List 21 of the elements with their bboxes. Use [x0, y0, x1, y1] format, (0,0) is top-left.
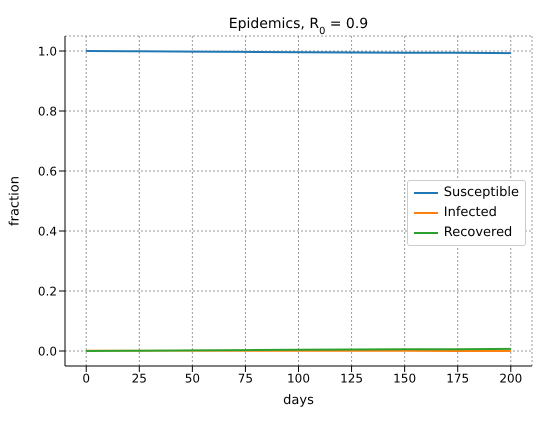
- x-tick-label: 50: [184, 372, 200, 386]
- chart-title: Epidemics, R$_{0}$ = 0.9: [228, 16, 368, 36]
- y-tick-label: 0.8: [38, 104, 57, 118]
- legend-label: Susceptible: [444, 184, 519, 202]
- x-tick-label: 175: [446, 372, 470, 386]
- x-tick-label: 125: [340, 372, 364, 386]
- y-tick-label: 1.0: [38, 44, 57, 58]
- y-tick-label: 0.4: [38, 224, 57, 238]
- x-tick-label: 75: [238, 372, 254, 386]
- x-tick-label: 0: [82, 372, 90, 386]
- x-tick-label: 150: [393, 372, 416, 386]
- legend-label: Infected: [444, 204, 497, 222]
- y-tick-label: 0.0: [38, 344, 57, 358]
- legend-label: Recovered: [444, 224, 512, 242]
- x-tick-label: 25: [132, 372, 147, 386]
- y-axis-title: fraction: [8, 176, 23, 226]
- y-tick-label: 0.2: [38, 284, 57, 298]
- y-tick-label: 0.6: [38, 164, 57, 178]
- x-tick-label: 200: [499, 372, 522, 386]
- x-tick-label: 100: [287, 372, 310, 386]
- x-axis-title: days: [283, 393, 314, 408]
